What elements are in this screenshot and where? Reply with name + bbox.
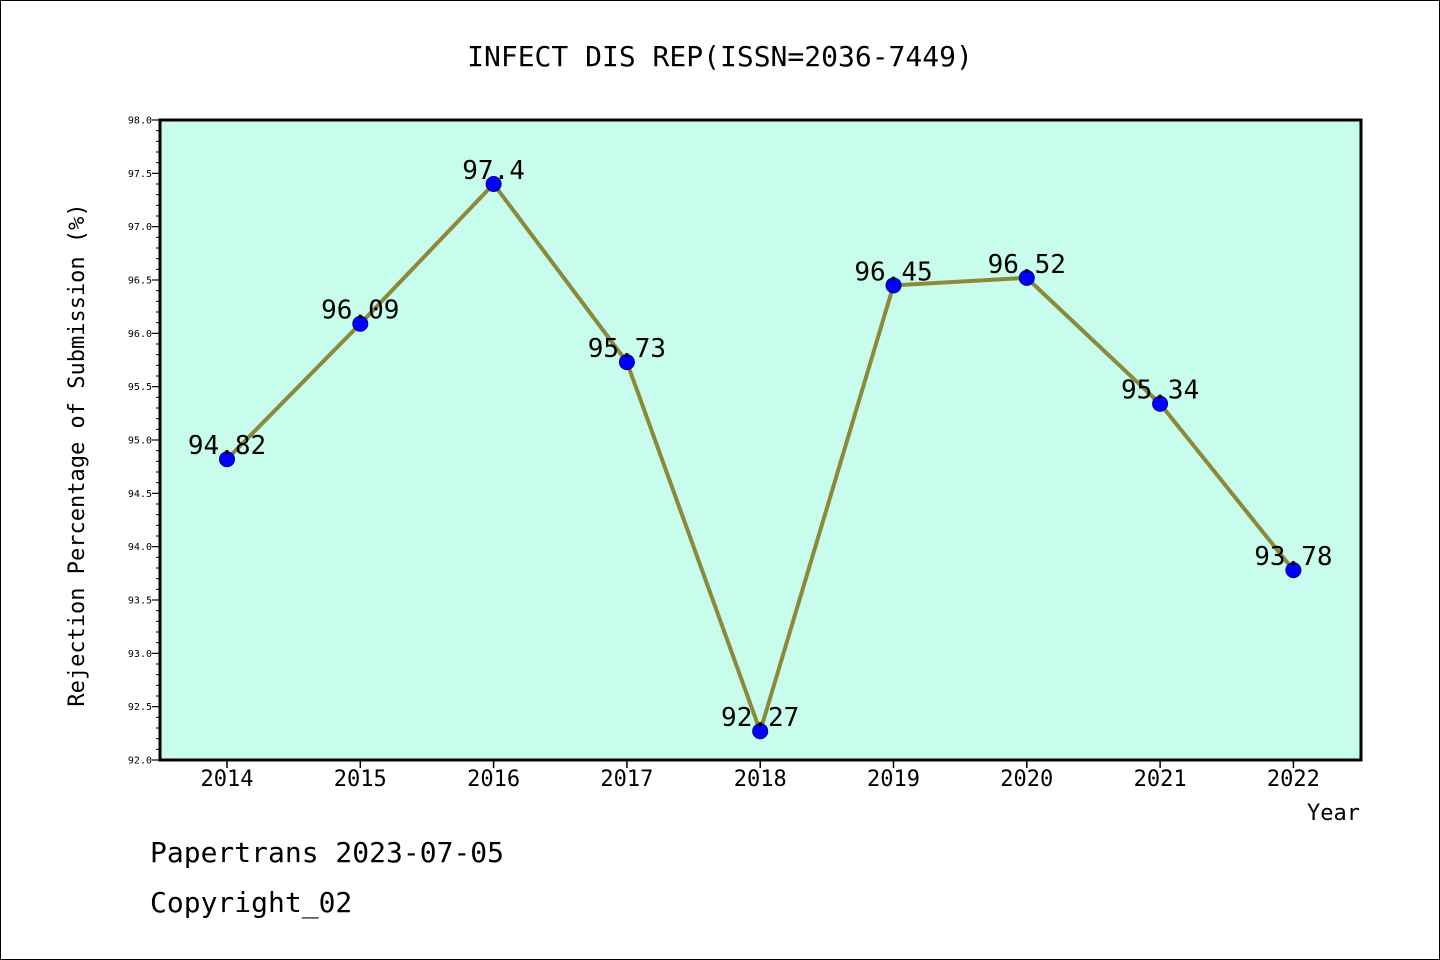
data-points [219, 176, 1302, 740]
y-axis-label: Rejection Percentage of Submission (%) [65, 203, 90, 706]
y-axis: 92.0 92.5 93.0 93.5 94.0 94.5 95.0 95.5 96.0 96.5… [128, 116, 160, 767]
data-label: 94.82 [188, 431, 266, 461]
y-tick-label: 97.5 [128, 169, 152, 180]
data-label: 95.34 [1121, 376, 1199, 406]
data-label: 92.27 [721, 703, 799, 733]
data-label: 96.09 [321, 296, 399, 326]
data-point [1018, 269, 1035, 286]
y-tick-label: 95.5 [128, 382, 152, 393]
x-axis-label: Year [1307, 801, 1360, 826]
plot-area [160, 120, 1361, 760]
y-tick-label: 96.0 [128, 329, 152, 340]
x-tick-label: 2017 [600, 767, 653, 792]
y-tick-label: 92.0 [128, 756, 152, 767]
data-point [885, 277, 902, 294]
data-point [752, 723, 769, 740]
x-tick-label: 2016 [467, 767, 520, 792]
chart-title: INFECT DIS REP(ISSN=2036-7449) [467, 40, 973, 73]
data-label: 97.4 [462, 156, 525, 186]
y-tick-label: 98.0 [128, 116, 152, 127]
data-label: 95.73 [588, 334, 666, 364]
x-tick-label: 2020 [1000, 767, 1053, 792]
y-tick-label: 97.0 [128, 222, 152, 233]
y-tick-label: 93.5 [128, 596, 152, 607]
x-tick-label: 2015 [334, 767, 387, 792]
x-axis: 2014 2015 2016 2017 2018 2019 2020 2021 2022 [201, 760, 1320, 792]
data-label: 93.78 [1254, 542, 1332, 572]
x-tick-label: 2019 [867, 767, 920, 792]
data-point [1152, 395, 1169, 412]
data-label: 96.45 [854, 257, 932, 287]
data-point [219, 451, 235, 468]
data-label: 96.52 [988, 250, 1066, 280]
y-tick-label: 92.5 [128, 702, 152, 713]
y-tick-label: 94.0 [128, 542, 152, 553]
y-tick-label: 95.0 [128, 436, 152, 447]
x-tick-label: 2021 [1134, 767, 1187, 792]
data-labels: 94.82 96.09 97.4 95.73 92.27 96.45 96.52 95.34 9… [188, 156, 1333, 733]
plot-border [158, 118, 1363, 762]
x-tick-label: 2014 [201, 767, 254, 792]
x-tick-label: 2018 [734, 767, 787, 792]
x-tick-label: 2022 [1267, 767, 1320, 792]
footer-date: Papertrans 2023-07-05 [150, 836, 505, 869]
y-tick-label: 94.5 [128, 489, 152, 500]
data-point [352, 315, 369, 332]
data-point [618, 354, 635, 371]
footer-copyright: Copyright_02 [150, 886, 353, 919]
data-point [1285, 562, 1302, 579]
y-tick-label: 96.5 [128, 276, 152, 287]
data-point [485, 176, 502, 192]
y-tick-label: 93.0 [128, 649, 152, 660]
